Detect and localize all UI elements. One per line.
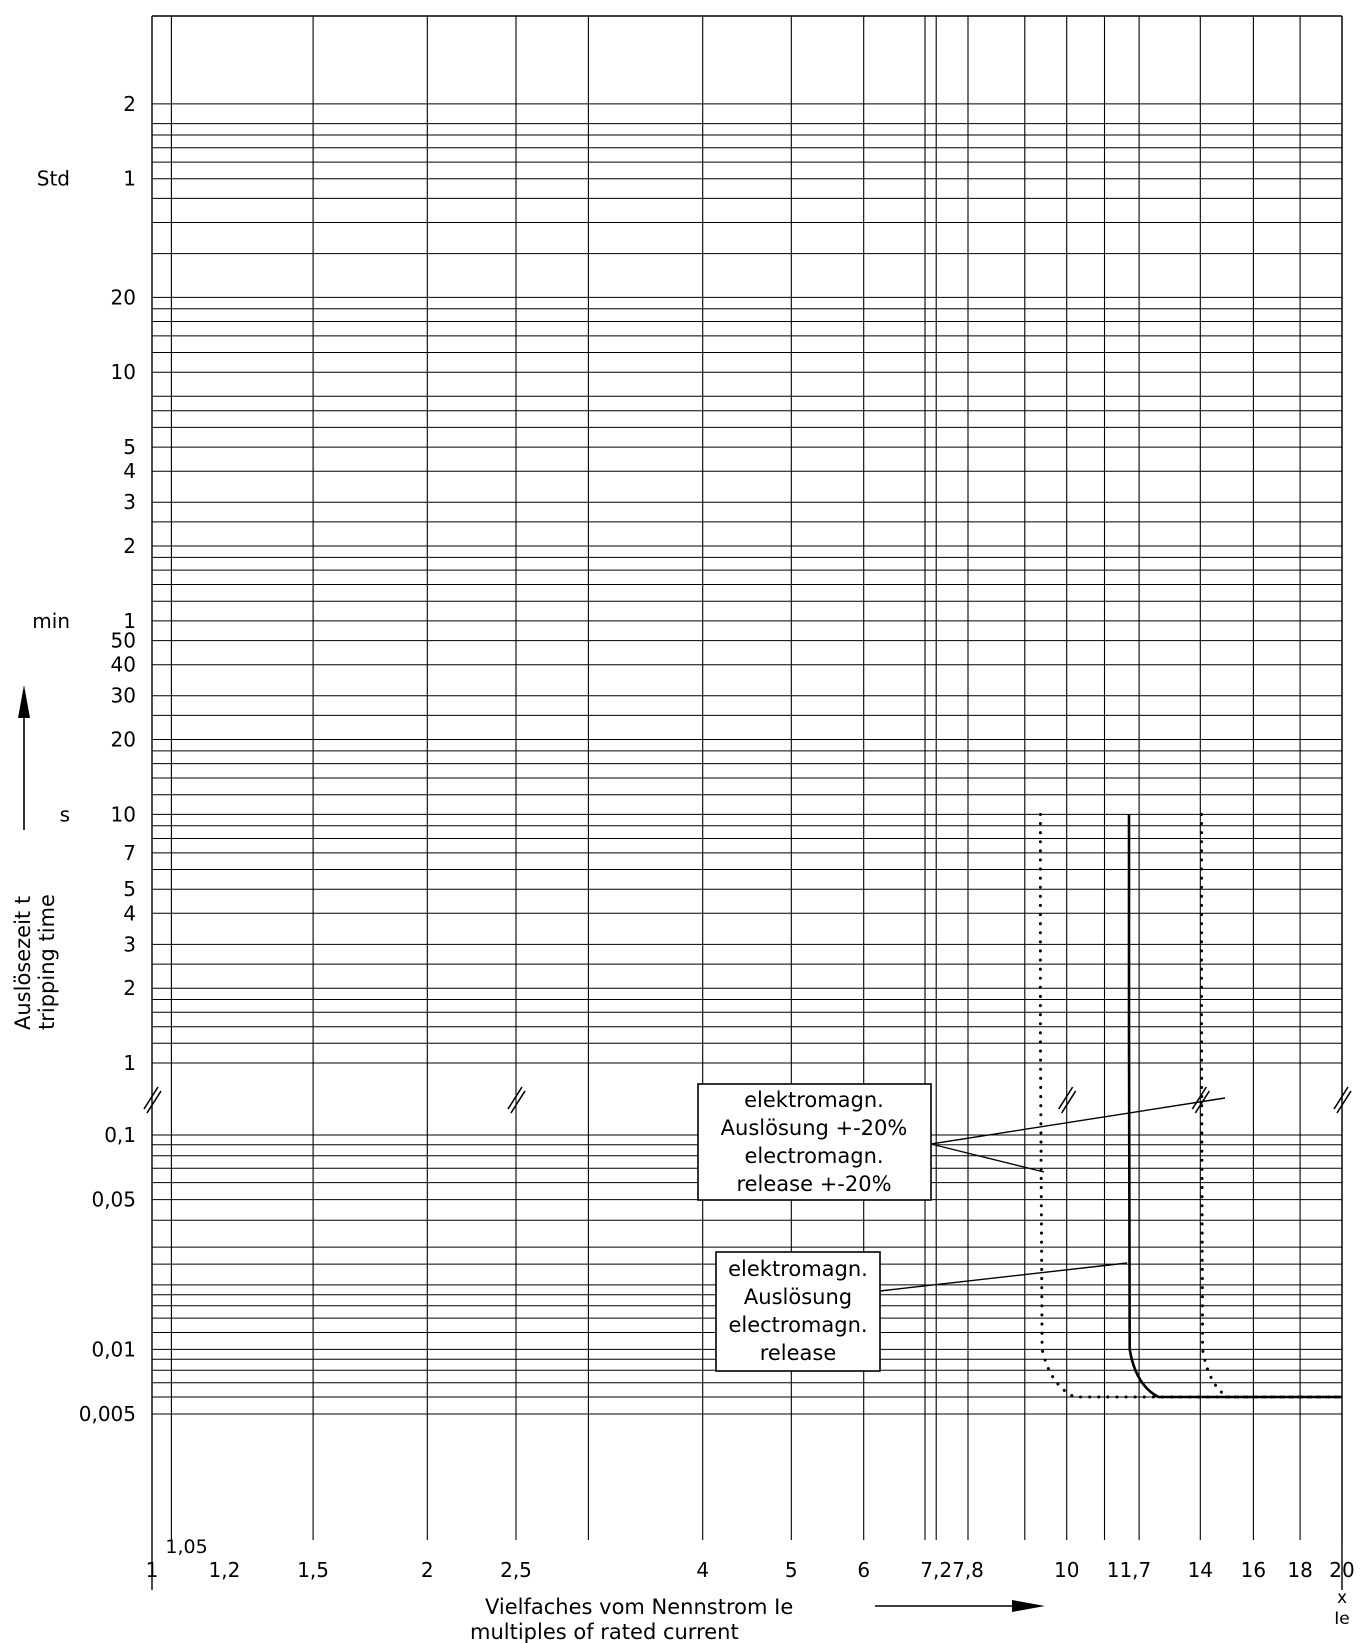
x-tick-label: 6: [857, 1558, 870, 1582]
break-mark: [143, 1086, 159, 1110]
leader-line-to-lower-curve: [930, 1143, 1045, 1173]
y-tick-label: 1: [123, 1051, 136, 1075]
y-tick-label: 50: [111, 629, 136, 653]
y-tick-label: 4: [123, 901, 136, 925]
x-axis-title: Vielfaches vom Nennstrom Ie multiples of…: [470, 1595, 1045, 1643]
y-tick-label: 4: [123, 459, 136, 483]
break-mark: [507, 1086, 523, 1110]
y-unit-label: Std: [37, 167, 70, 191]
y-unit-label: min: [32, 609, 70, 633]
tripping-curves: [1038, 812, 1344, 1399]
x-tick-label: 11,7: [1107, 1558, 1152, 1582]
x-tick-label: 20: [1329, 1558, 1354, 1582]
x-tick-label: 7,8: [952, 1558, 984, 1582]
annotation-tolerance-line-2: Auslösung +-20%: [721, 1116, 908, 1140]
y-tick-label: 0,005: [79, 1402, 136, 1426]
y-tick-label: 0,1: [104, 1123, 136, 1147]
y-unit-label: s: [60, 802, 70, 826]
x-tick-label: 4: [696, 1558, 709, 1582]
x-tick-label: 7,2: [920, 1558, 952, 1582]
y-tick-label: 3: [123, 932, 136, 956]
annotation-box-release-frame: [715, 1251, 881, 1372]
x-tick-label: 1,2: [208, 1558, 240, 1582]
y-tick-label: 0,01: [91, 1337, 136, 1361]
x-tick-label: 5: [785, 1558, 798, 1582]
x-extra-tick-label: 1,05: [165, 1536, 207, 1558]
break-mark: [510, 1090, 526, 1114]
annotation-release-line-3: electromagn.: [728, 1313, 867, 1337]
y-tick-label: 20: [111, 728, 136, 752]
y-axis-title: Auslösezeit t tripping time: [11, 685, 59, 1030]
grid: [152, 16, 1343, 1540]
x-tick-label: 10: [1054, 1558, 1079, 1582]
plot-frame: [151, 15, 1343, 1590]
y-tick-label: 2: [123, 976, 136, 1000]
x-tick-labels: 1 1,2 1,5 2 2,5 4 5 6 7,2 7,8 10 11,7 14 16 18 20 1,05 xI…: [146, 1536, 1355, 1629]
break-mark: [1333, 1086, 1349, 1110]
x-tick-label: 2: [421, 1558, 434, 1582]
curve-tolerance-1: [1038, 812, 1344, 1399]
y-axis-title-line-2: tripping time: [35, 894, 59, 1030]
y-tick-label: 5: [123, 877, 136, 901]
x-tick-label: 16: [1241, 1558, 1266, 1582]
y-tick-label: 30: [111, 684, 136, 708]
x-tick-label: 18: [1287, 1558, 1312, 1582]
y-tick-label: 0,05: [91, 1188, 136, 1212]
y-tick-label: 2: [123, 92, 136, 116]
y-tick-label: 3: [123, 490, 136, 514]
y-tick-labels: 21Std201054321min5040302010s7543210,10,0…: [32, 92, 136, 1426]
annotation-release-line-4: release: [760, 1341, 837, 1365]
curve-tolerance-2: [1200, 812, 1344, 1399]
break-mark: [1057, 1086, 1074, 1110]
break-mark: [1191, 1086, 1207, 1110]
y-tick-label: 10: [111, 360, 136, 384]
annotation-release-line-1: elektromagn.: [728, 1257, 868, 1281]
leader-line-to-nominal-curve: [879, 1262, 1128, 1292]
annotation-box-tolerance: elektromagn. Auslösung +-20% electromagn…: [697, 1083, 1226, 1201]
x-axis-title-line-2: multiples of rated current: [470, 1620, 739, 1643]
x-tick-label: 14: [1188, 1558, 1213, 1582]
x-unit-line-2: Ie: [1334, 1609, 1349, 1629]
curve-nominal: [1127, 814, 1342, 1399]
annotation-tolerance-line-3: electromagn.: [744, 1144, 883, 1168]
y-tick-label: 5: [123, 435, 136, 459]
break-mark: [1336, 1090, 1352, 1114]
y-tick-label: 40: [111, 653, 136, 677]
x-axis-title-line-1: Vielfaches vom Nennstrom Ie: [485, 1595, 793, 1619]
annotation-box-tolerance-frame: [697, 1083, 932, 1201]
annotation-tolerance-line-1: elektromagn.: [744, 1088, 884, 1112]
y-tick-label: 7: [123, 841, 136, 865]
break-mark: [1060, 1090, 1077, 1114]
axis-break-marks: [143, 1086, 1352, 1114]
y-tick-label: 1: [123, 167, 136, 191]
y-tick-label: 1: [123, 609, 136, 633]
y-axis-arrow-head: [18, 685, 30, 718]
leader-line-to-upper-curve: [930, 1097, 1226, 1145]
x-unit-line-1: x: [1337, 1588, 1347, 1608]
x-axis-arrow-head: [1012, 1600, 1045, 1612]
y-axis-title-line-1: Auslösezeit t: [11, 896, 35, 1030]
break-mark: [146, 1090, 162, 1114]
x-tick-label: 1,5: [297, 1558, 329, 1582]
y-tick-label: 2: [123, 534, 136, 558]
annotation-release-line-2: Auslösung: [744, 1285, 852, 1309]
x-tick-label: 1: [146, 1558, 159, 1582]
x-tick-label: 2,5: [500, 1558, 532, 1582]
annotation-tolerance-line-4: release +-20%: [736, 1172, 891, 1196]
annotation-box-release: elektromagn. Auslösung electromagn. rele…: [715, 1251, 1128, 1372]
y-tick-label: 20: [111, 285, 136, 309]
y-tick-label: 10: [111, 802, 136, 826]
